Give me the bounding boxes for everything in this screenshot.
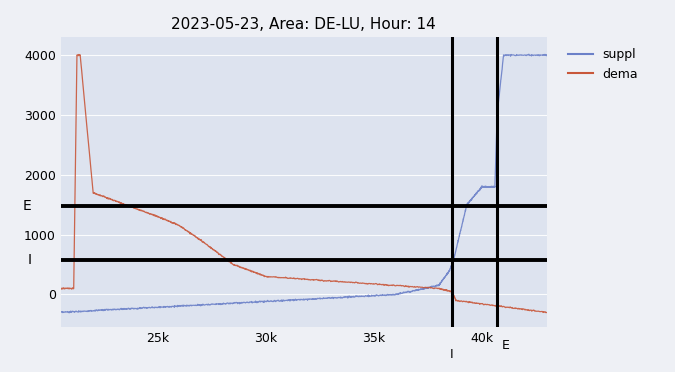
Title: 2023-05-23, Area: DE-LU, Hour: 14: 2023-05-23, Area: DE-LU, Hour: 14: [171, 17, 436, 32]
Text: I: I: [28, 253, 32, 267]
Legend: suppl, dema: suppl, dema: [563, 44, 643, 86]
Text: I: I: [450, 348, 454, 361]
Text: E: E: [23, 199, 32, 213]
Text: E: E: [502, 339, 509, 352]
